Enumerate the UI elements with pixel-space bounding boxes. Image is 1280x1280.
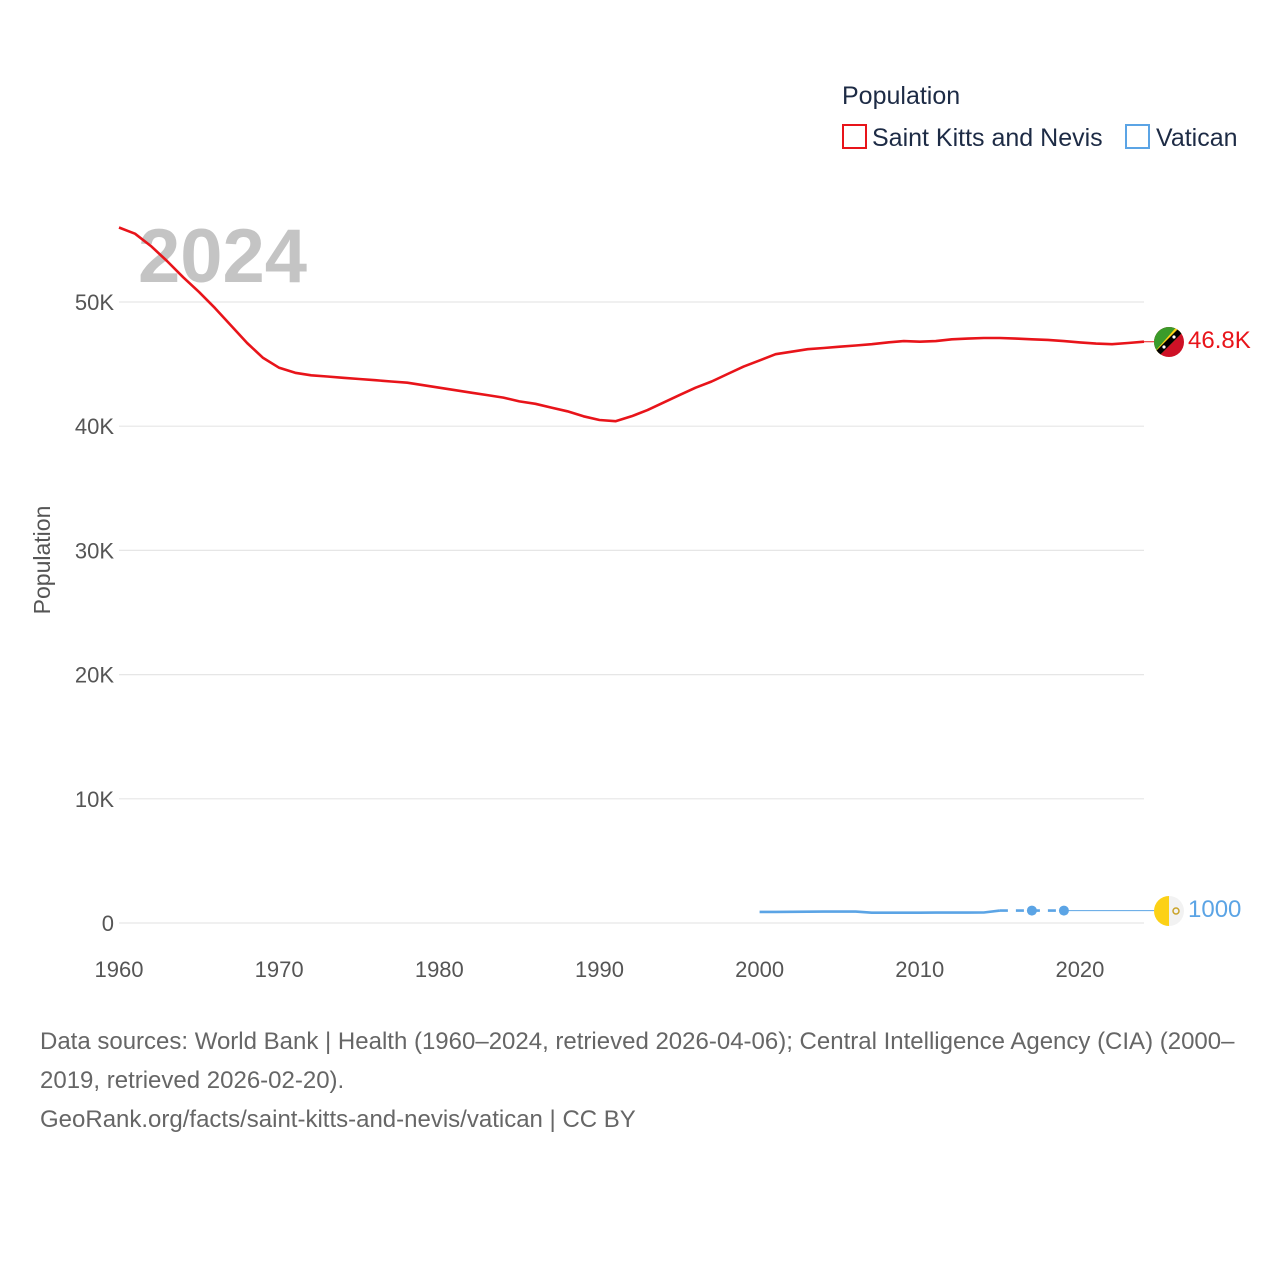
series-line-saint-kitts-and-nevis[interactable]	[118, 226, 1145, 423]
legend: Population Saint Kitts and Nevis Vatican	[842, 82, 1238, 152]
data-point-vatican-2017[interactable]	[1026, 905, 1037, 916]
legend-title: Population	[842, 82, 960, 110]
series-line-vatican[interactable]	[759, 909, 1001, 915]
y-axis-ticks: 0 10K 20K 30K 40K 50K	[75, 290, 114, 936]
legend-swatch-vatican	[1125, 124, 1150, 149]
x-tick-label: 1990	[575, 957, 624, 982]
series-layer	[118, 226, 1154, 916]
x-tick-label: 2000	[735, 957, 784, 982]
y-tick-label: 20K	[75, 663, 114, 688]
legend-swatch-saint-kitts-and-nevis	[842, 124, 867, 149]
end-label-saint-kitts-and-nevis: 46.8K	[1188, 327, 1251, 354]
vatican-flag-icon	[1154, 896, 1184, 926]
grid-lines	[119, 301, 1144, 924]
saint-kitts-and-nevis-flag-icon	[1154, 327, 1184, 357]
x-tick-label: 2010	[895, 957, 944, 982]
y-tick-label: 50K	[75, 290, 114, 315]
year-watermark: 2024	[138, 214, 307, 299]
y-tick-label: 40K	[75, 414, 114, 439]
x-tick-label: 2020	[1055, 957, 1104, 982]
population-line-chart: 0 10K 20K 30K 40K 50K 1960 1970 1980 1990 2000 201…	[29, 82, 1251, 982]
footer: Data sources: World Bank | Health (1960–…	[40, 1022, 1250, 1139]
attribution-link[interactable]: GeoRank.org/facts/saint-kitts-and-nevis/…	[40, 1106, 636, 1133]
x-tick-label: 1980	[415, 957, 464, 982]
legend-label-vatican: Vatican	[1156, 124, 1238, 152]
legend-label-saint-kitts-and-nevis: Saint Kitts and Nevis	[872, 124, 1103, 152]
x-tick-label: 1960	[95, 957, 144, 982]
y-axis-label: Population	[29, 506, 55, 615]
x-axis-ticks: 1960 1970 1980 1990 2000 2010 2020	[95, 957, 1105, 982]
y-tick-label: 30K	[75, 538, 114, 563]
y-tick-label: 10K	[75, 787, 114, 812]
legend-item-vatican[interactable]: Vatican	[1125, 124, 1238, 152]
end-label-vatican: 1000	[1188, 896, 1241, 923]
y-tick-label: 0	[102, 911, 114, 936]
legend-item-saint-kitts-and-nevis[interactable]: Saint Kitts and Nevis	[842, 124, 1103, 152]
data-sources-text: Data sources: World Bank | Health (1960–…	[40, 1028, 1235, 1094]
x-tick-label: 1970	[255, 957, 304, 982]
